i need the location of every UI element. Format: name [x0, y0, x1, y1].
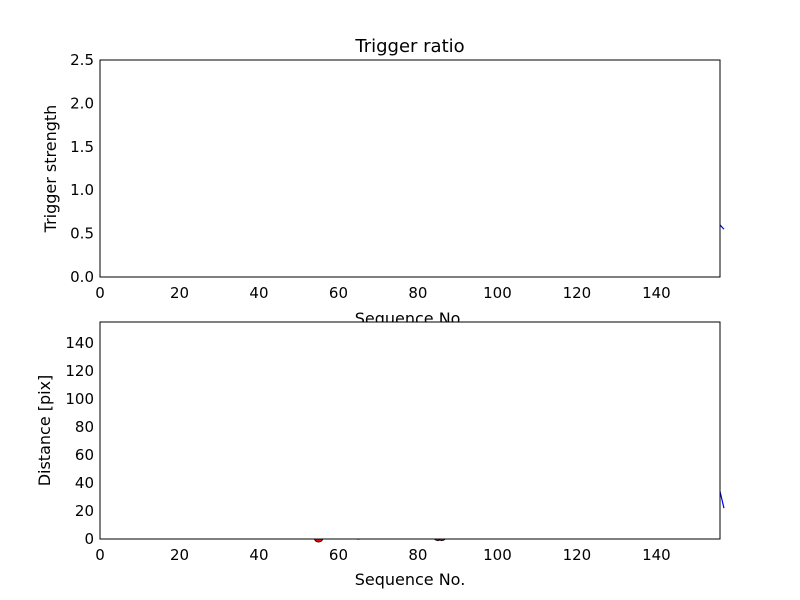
plot2-ylabel: Distance [pix]	[35, 375, 54, 487]
y-tick-label: 60	[75, 446, 94, 464]
x-tick-label: 100	[483, 546, 512, 564]
distance-plot: Sequence No. Distance [pix] 0 20 40 60 80 100…	[35, 321, 725, 589]
y-tick-label: 2.5	[70, 51, 94, 69]
x-tick-label: 60	[329, 546, 348, 564]
x-tick-label: 100	[483, 284, 512, 302]
x-tick-label: 140	[642, 546, 671, 564]
plot-title: Trigger ratio	[354, 36, 464, 57]
x-tick-label: 80	[408, 546, 427, 564]
y-tick-label: 80	[75, 418, 94, 436]
y-tick-label: 2.0	[70, 94, 94, 112]
y-tick-label: 140	[65, 334, 94, 352]
plot1-ylabel: Trigger strength	[41, 105, 60, 234]
x-tick-label: 0	[95, 284, 105, 302]
x-tick-label: 20	[170, 546, 189, 564]
x-tick-label: 120	[563, 284, 592, 302]
y-tick-label: 20	[75, 502, 94, 520]
x-tick-label: 60	[329, 284, 348, 302]
y-tick-label: 1.0	[70, 181, 94, 199]
y-tick-label: 100	[65, 390, 94, 408]
x-tick-label: 40	[249, 284, 268, 302]
x-tick-label: 140	[642, 284, 671, 302]
plot1-frame	[99, 59, 721, 278]
x-tick-label: 0	[95, 546, 105, 564]
y-tick-label: 120	[65, 362, 94, 380]
plot2-xlabel: Sequence No.	[355, 570, 466, 589]
x-tick-label: 40	[249, 546, 268, 564]
y-tick-label: 0	[84, 530, 94, 548]
y-tick-label: 0.5	[70, 225, 94, 243]
y-tick-label: 0.0	[70, 268, 94, 286]
x-tick-label: 20	[170, 284, 189, 302]
plot2-frame	[99, 321, 721, 540]
trigger-ratio-plot: Trigger ratio Sequence No. Trigger stren…	[41, 36, 725, 328]
x-tick-label: 120	[563, 546, 592, 564]
y-tick-label: 40	[75, 474, 94, 492]
x-tick-label: 80	[408, 284, 427, 302]
y-tick-label: 1.5	[70, 138, 94, 156]
